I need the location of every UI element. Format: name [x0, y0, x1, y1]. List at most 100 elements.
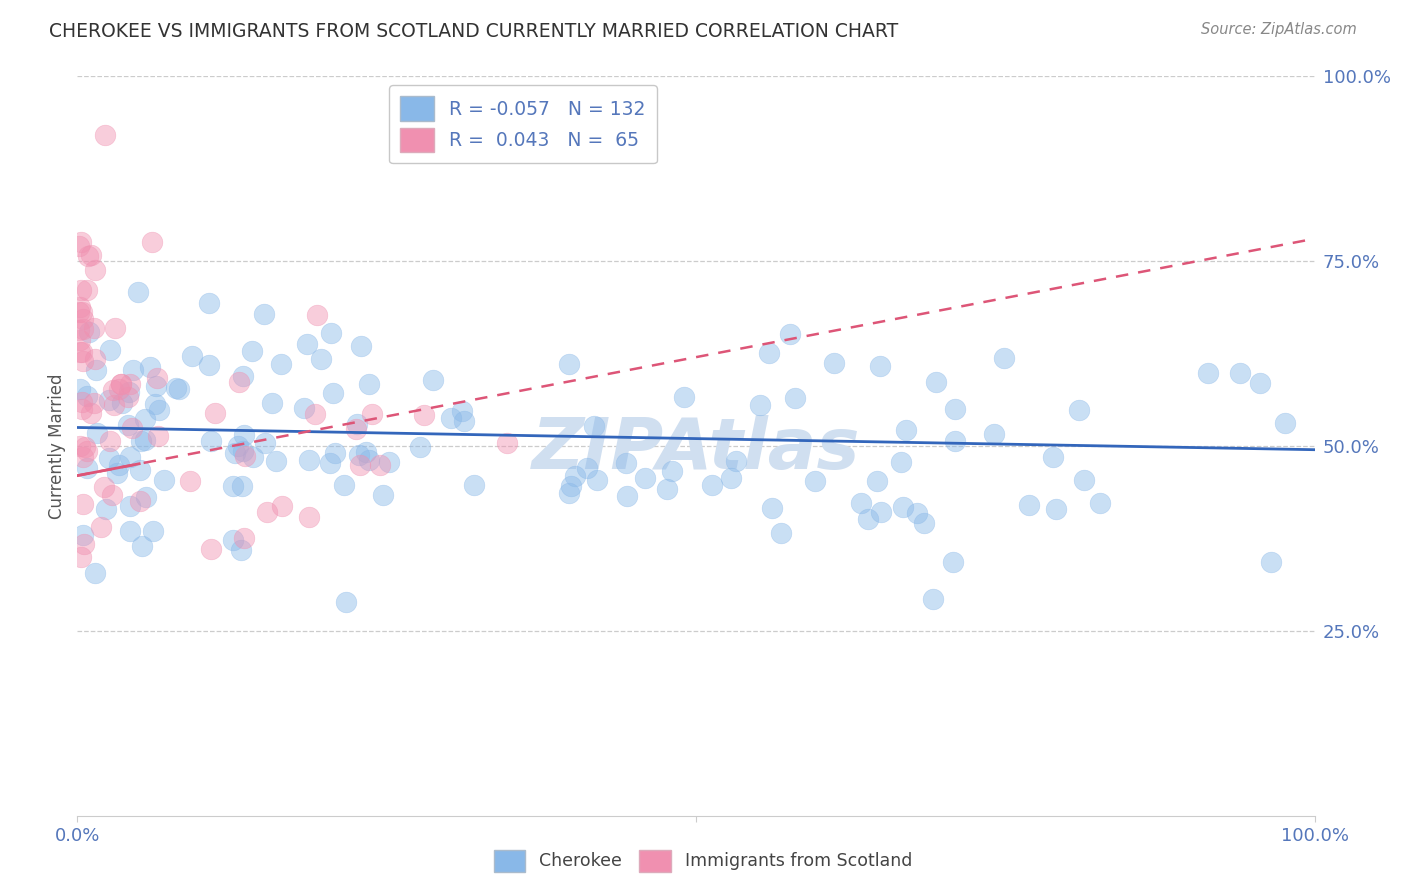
Point	[98, 393, 121, 408]
Point	[118, 450, 141, 465]
Point	[129, 434, 152, 448]
Point	[84, 363, 107, 377]
Point	[231, 543, 253, 558]
Point	[1045, 502, 1067, 516]
Point	[222, 479, 245, 493]
Point	[231, 479, 253, 493]
Point	[72, 345, 94, 359]
Text: CHEROKEE VS IMMIGRANTS FROM SCOTLAND CURRENTLY MARRIED CORRELATION CHART: CHEROKEE VS IMMIGRANTS FROM SCOTLAND CUR…	[49, 22, 898, 41]
Point	[463, 477, 485, 491]
Point	[101, 383, 124, 397]
Point	[134, 433, 156, 447]
Point	[198, 296, 221, 310]
Point	[304, 407, 326, 421]
Point	[346, 417, 368, 432]
Point	[107, 382, 129, 396]
Point	[233, 428, 256, 442]
Point	[127, 285, 149, 300]
Point	[101, 487, 124, 501]
Point	[83, 396, 105, 410]
Point	[204, 406, 226, 420]
Point	[233, 449, 256, 463]
Point	[1067, 402, 1090, 417]
Point	[332, 478, 354, 492]
Point	[943, 401, 966, 416]
Point	[993, 351, 1015, 365]
Point	[1197, 367, 1219, 381]
Point	[564, 468, 586, 483]
Point	[408, 440, 430, 454]
Point	[869, 505, 891, 519]
Point	[224, 446, 246, 460]
Point	[357, 453, 380, 467]
Point	[232, 368, 254, 383]
Point	[90, 520, 112, 534]
Point	[983, 426, 1005, 441]
Point	[75, 440, 97, 454]
Point	[118, 385, 141, 400]
Point	[1088, 496, 1111, 510]
Point	[943, 434, 966, 449]
Point	[111, 396, 134, 410]
Point	[322, 386, 344, 401]
Point	[779, 326, 801, 341]
Point	[94, 501, 117, 516]
Point	[335, 595, 357, 609]
Text: ZIPAtlas: ZIPAtlas	[531, 415, 860, 484]
Point	[323, 446, 346, 460]
Point	[70, 402, 93, 417]
Point	[869, 359, 891, 373]
Point	[139, 359, 162, 374]
Point	[1018, 498, 1040, 512]
Point	[108, 458, 131, 473]
Point	[633, 470, 655, 484]
Point	[655, 482, 678, 496]
Point	[890, 455, 912, 469]
Point	[141, 235, 163, 249]
Point	[557, 357, 579, 371]
Point	[371, 488, 394, 502]
Point	[576, 461, 599, 475]
Point	[110, 376, 132, 391]
Point	[560, 479, 582, 493]
Point	[200, 434, 222, 448]
Point	[226, 439, 249, 453]
Point	[673, 390, 696, 404]
Point	[110, 377, 132, 392]
Point	[586, 474, 609, 488]
Point	[72, 311, 94, 326]
Point	[1073, 473, 1095, 487]
Point	[896, 423, 918, 437]
Point	[76, 444, 98, 458]
Point	[823, 356, 845, 370]
Point	[134, 411, 156, 425]
Legend: R = -0.057   N = 132, R =  0.043   N =  65: R = -0.057 N = 132, R = 0.043 N = 65	[389, 86, 657, 163]
Point	[72, 528, 94, 542]
Point	[377, 455, 399, 469]
Point	[69, 333, 91, 347]
Point	[146, 371, 169, 385]
Point	[496, 435, 519, 450]
Point	[849, 496, 872, 510]
Point	[76, 283, 98, 297]
Point	[105, 466, 128, 480]
Point	[309, 351, 332, 366]
Point	[70, 304, 93, 318]
Point	[122, 363, 145, 377]
Point	[661, 465, 683, 479]
Point	[93, 128, 115, 142]
Point	[412, 408, 434, 422]
Point	[86, 425, 108, 440]
Point	[614, 456, 637, 470]
Point	[344, 422, 367, 436]
Point	[761, 500, 783, 515]
Point	[83, 566, 105, 581]
Text: Source: ZipAtlas.com: Source: ZipAtlas.com	[1201, 22, 1357, 37]
Point	[583, 418, 606, 433]
Point	[700, 478, 723, 492]
Point	[616, 489, 638, 503]
Point	[558, 485, 581, 500]
Point	[69, 345, 91, 359]
Point	[103, 398, 125, 412]
Point	[720, 471, 742, 485]
